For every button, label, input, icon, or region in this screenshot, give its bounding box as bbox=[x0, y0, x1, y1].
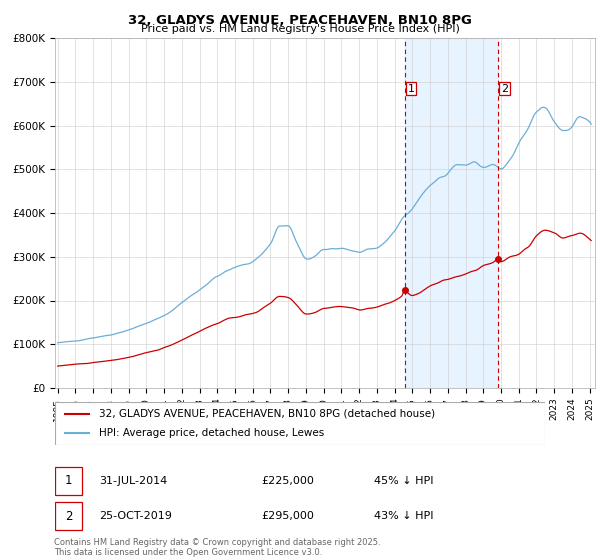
Bar bbox=[55, 466, 82, 496]
Text: 25-OCT-2019: 25-OCT-2019 bbox=[99, 511, 172, 521]
Text: 45% ↓ HPI: 45% ↓ HPI bbox=[373, 476, 433, 486]
Text: 32, GLADYS AVENUE, PEACEHAVEN, BN10 8PG: 32, GLADYS AVENUE, PEACEHAVEN, BN10 8PG bbox=[128, 14, 472, 27]
Text: 1: 1 bbox=[65, 474, 72, 488]
Text: HPI: Average price, detached house, Lewes: HPI: Average price, detached house, Lewe… bbox=[99, 428, 325, 438]
Text: £225,000: £225,000 bbox=[261, 476, 314, 486]
Text: 2: 2 bbox=[501, 84, 508, 94]
Text: 43% ↓ HPI: 43% ↓ HPI bbox=[373, 511, 433, 521]
Text: 1: 1 bbox=[407, 84, 415, 94]
Bar bbox=[55, 502, 82, 530]
Bar bbox=[405, 38, 498, 388]
Text: 32, GLADYS AVENUE, PEACEHAVEN, BN10 8PG (detached house): 32, GLADYS AVENUE, PEACEHAVEN, BN10 8PG … bbox=[99, 409, 435, 419]
Text: £295,000: £295,000 bbox=[261, 511, 314, 521]
Text: Price paid vs. HM Land Registry's House Price Index (HPI): Price paid vs. HM Land Registry's House … bbox=[140, 24, 460, 34]
Text: 2: 2 bbox=[65, 510, 72, 522]
Text: Contains HM Land Registry data © Crown copyright and database right 2025.
This d: Contains HM Land Registry data © Crown c… bbox=[54, 538, 380, 557]
Text: 31-JUL-2014: 31-JUL-2014 bbox=[99, 476, 167, 486]
